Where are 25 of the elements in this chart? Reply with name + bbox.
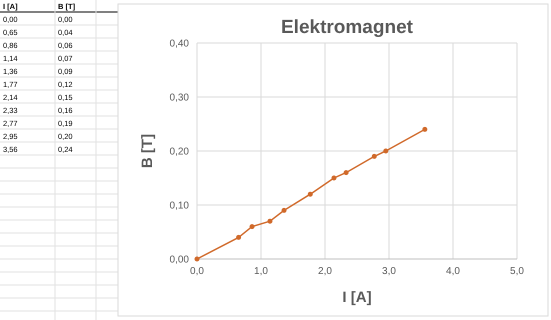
y-tick-label: 0,00 bbox=[170, 254, 190, 266]
point bbox=[344, 170, 349, 176]
point bbox=[331, 176, 336, 180]
y-tick-label: 0,10 bbox=[170, 200, 190, 212]
x-tick-label: 0,0 bbox=[190, 266, 204, 277]
point bbox=[372, 154, 377, 159]
point bbox=[194, 256, 200, 262]
point bbox=[383, 148, 388, 154]
x-tick-label: 5,0 bbox=[510, 266, 524, 277]
x-axis-title: I [A] bbox=[342, 289, 372, 306]
y-tick-label: 0,30 bbox=[170, 92, 190, 104]
point bbox=[267, 218, 272, 224]
point bbox=[282, 208, 287, 213]
x-tick-label: 2,0 bbox=[318, 266, 332, 277]
point bbox=[308, 192, 313, 197]
y-tick-label: 0,20 bbox=[170, 146, 190, 158]
x-tick-label: 1,0 bbox=[254, 266, 268, 277]
x-tick-label: 4,0 bbox=[446, 266, 460, 277]
point bbox=[236, 234, 242, 240]
point bbox=[422, 126, 428, 132]
point bbox=[250, 224, 255, 230]
y-axis-title: B [T] bbox=[139, 134, 156, 168]
y-tick-label: 0,40 bbox=[170, 38, 190, 50]
x-tick-label: 3,0 bbox=[382, 266, 396, 277]
chart-title: Elektromagnet bbox=[281, 17, 414, 38]
